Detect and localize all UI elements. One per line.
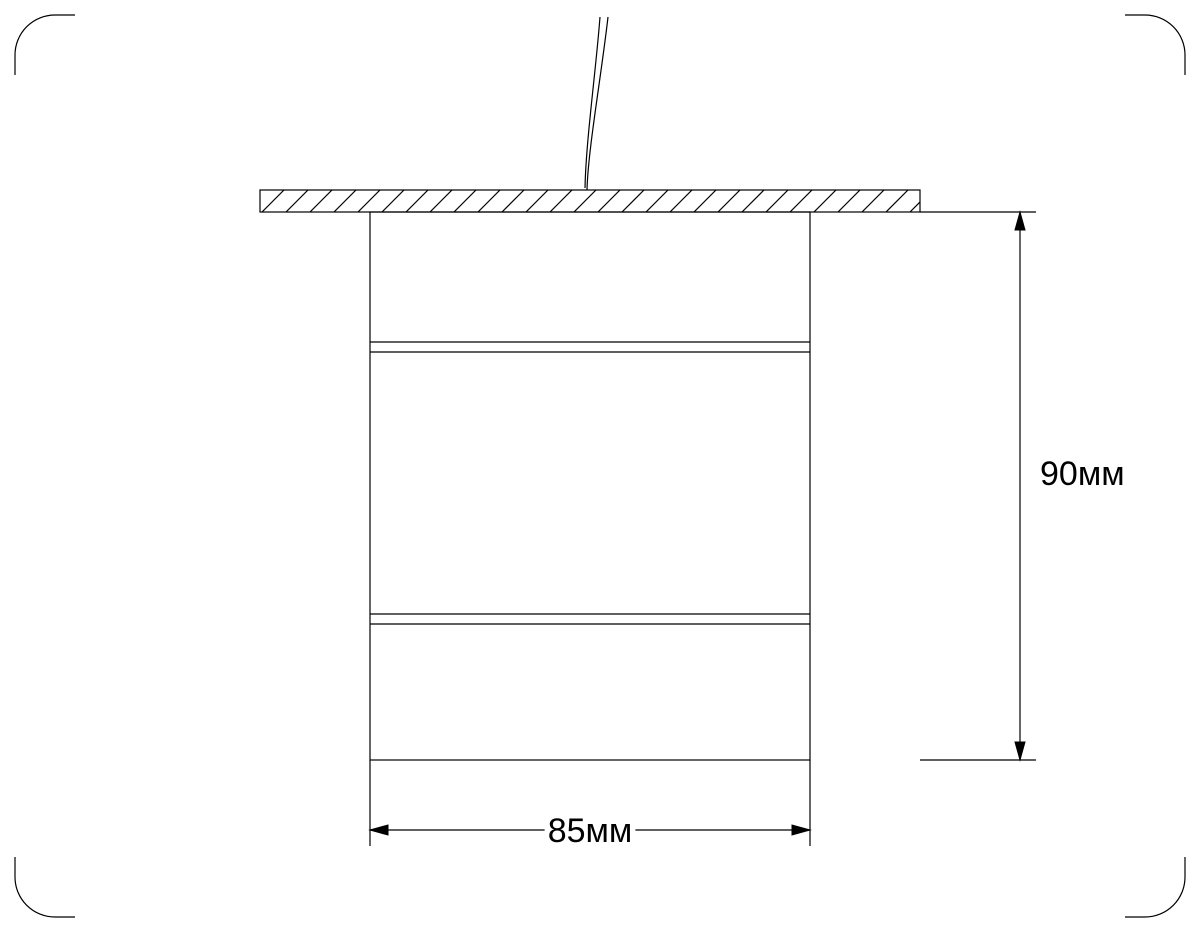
dimension-width-label: 85мм [548,812,633,850]
fixture-body [370,212,810,760]
mounting-plate [238,190,956,212]
dimension-height-label: 90мм [1040,455,1125,493]
dimension-height: 90мм [920,212,1125,760]
wire [585,17,608,190]
dimension-width: 85мм [370,760,810,850]
